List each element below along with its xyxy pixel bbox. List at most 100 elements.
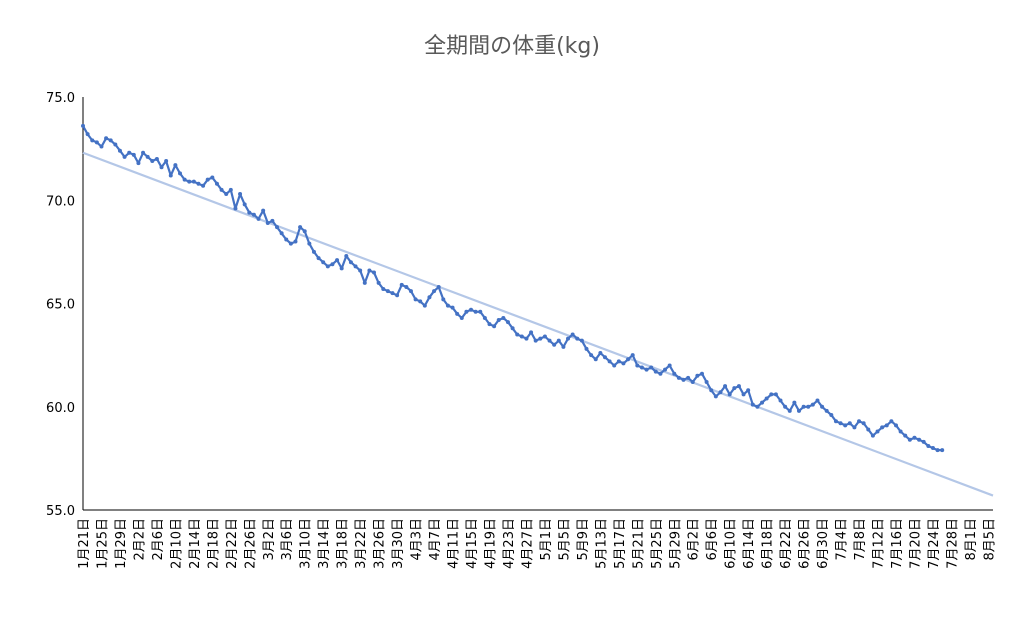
data-point [750,402,755,407]
data-point [533,338,538,343]
data-point [321,260,326,265]
data-point [917,437,922,442]
data-point [492,324,497,329]
data-point [857,419,862,424]
x-tick-label: 7月28日 [945,518,960,569]
x-tick-label: 6月10日 [724,518,739,569]
data-point [704,379,709,384]
data-point [686,375,691,380]
x-tick-label: 5月1日 [539,518,554,561]
data-point [732,386,737,391]
x-tick-label: 7月12日 [872,518,887,569]
data-point [413,297,418,302]
y-tick-label: 65.0 [46,298,75,313]
data-point [316,256,321,261]
data-point [843,423,848,428]
data-point [907,437,912,442]
x-tick-label: 3月2日 [262,518,277,561]
data-point [699,371,704,376]
x-tick-label: 2月26日 [243,518,258,569]
data-point [104,136,109,141]
data-point [639,365,644,370]
data-point [247,210,252,215]
data-point [311,249,316,254]
data-point [136,161,141,166]
data-point [681,377,686,382]
data-point [94,140,99,145]
data-point [164,159,169,164]
x-tick-label: 6月18日 [761,518,776,569]
data-point [154,156,159,161]
data-point [408,289,413,294]
data-point [362,280,367,285]
data-point [524,336,529,341]
data-point [210,175,215,180]
data-point [330,262,335,267]
data-point [150,159,155,164]
data-point [829,413,834,418]
data-point [418,299,423,304]
data-point [746,388,751,393]
x-tick-label: 4月19日 [483,518,498,569]
data-point [275,225,280,230]
x-tick-label: 6月14日 [742,518,757,569]
data-point [469,307,474,312]
data-point [348,260,353,265]
data-point [663,367,668,372]
x-tick-label: 7月4日 [835,518,850,561]
y-tick-label: 75.0 [46,91,75,106]
data-point [335,258,340,263]
data-point [810,402,815,407]
data-point [815,398,820,403]
data-point [806,404,811,409]
data-point [547,338,552,343]
data-point [570,332,575,337]
data-point [228,187,233,192]
data-point [926,443,931,448]
data-point [178,171,183,176]
data-point [191,179,196,184]
data-point [224,192,229,197]
data-point [242,202,247,207]
data-point [510,326,515,331]
x-tick-label: 7月16日 [890,518,905,569]
data-point [764,396,769,401]
data-point [473,309,478,314]
data-point [90,138,95,143]
data-point [233,206,238,211]
x-tick-label: 4月27日 [520,518,535,569]
data-point [238,192,243,197]
data-point [778,398,783,403]
x-tick-label: 1月25日 [95,518,110,569]
data-point [930,446,935,451]
data-point [538,336,543,341]
data-point [709,388,714,393]
x-tick-label: 5月17日 [613,518,628,569]
data-point [579,338,584,343]
data-point [455,311,460,316]
data-point [870,433,875,438]
data-point [478,309,483,314]
data-point [201,183,206,188]
x-tick-label: 8月1日 [964,518,979,561]
data-point [607,359,612,364]
data-point [99,144,104,149]
x-tick-label: 5月25日 [650,518,665,569]
data-point [436,284,441,289]
x-tick-label: 5月21日 [631,518,646,569]
data-point [718,390,723,395]
data-point [288,241,293,246]
data-point [713,394,718,399]
data-point [542,334,547,339]
data-point [653,369,658,374]
data-point [723,384,728,389]
data-point [214,181,219,186]
data-point [861,421,866,426]
data-point [385,289,390,294]
data-point [339,266,344,271]
data-point [173,163,178,168]
data-point [893,423,898,428]
data-point [141,150,146,155]
